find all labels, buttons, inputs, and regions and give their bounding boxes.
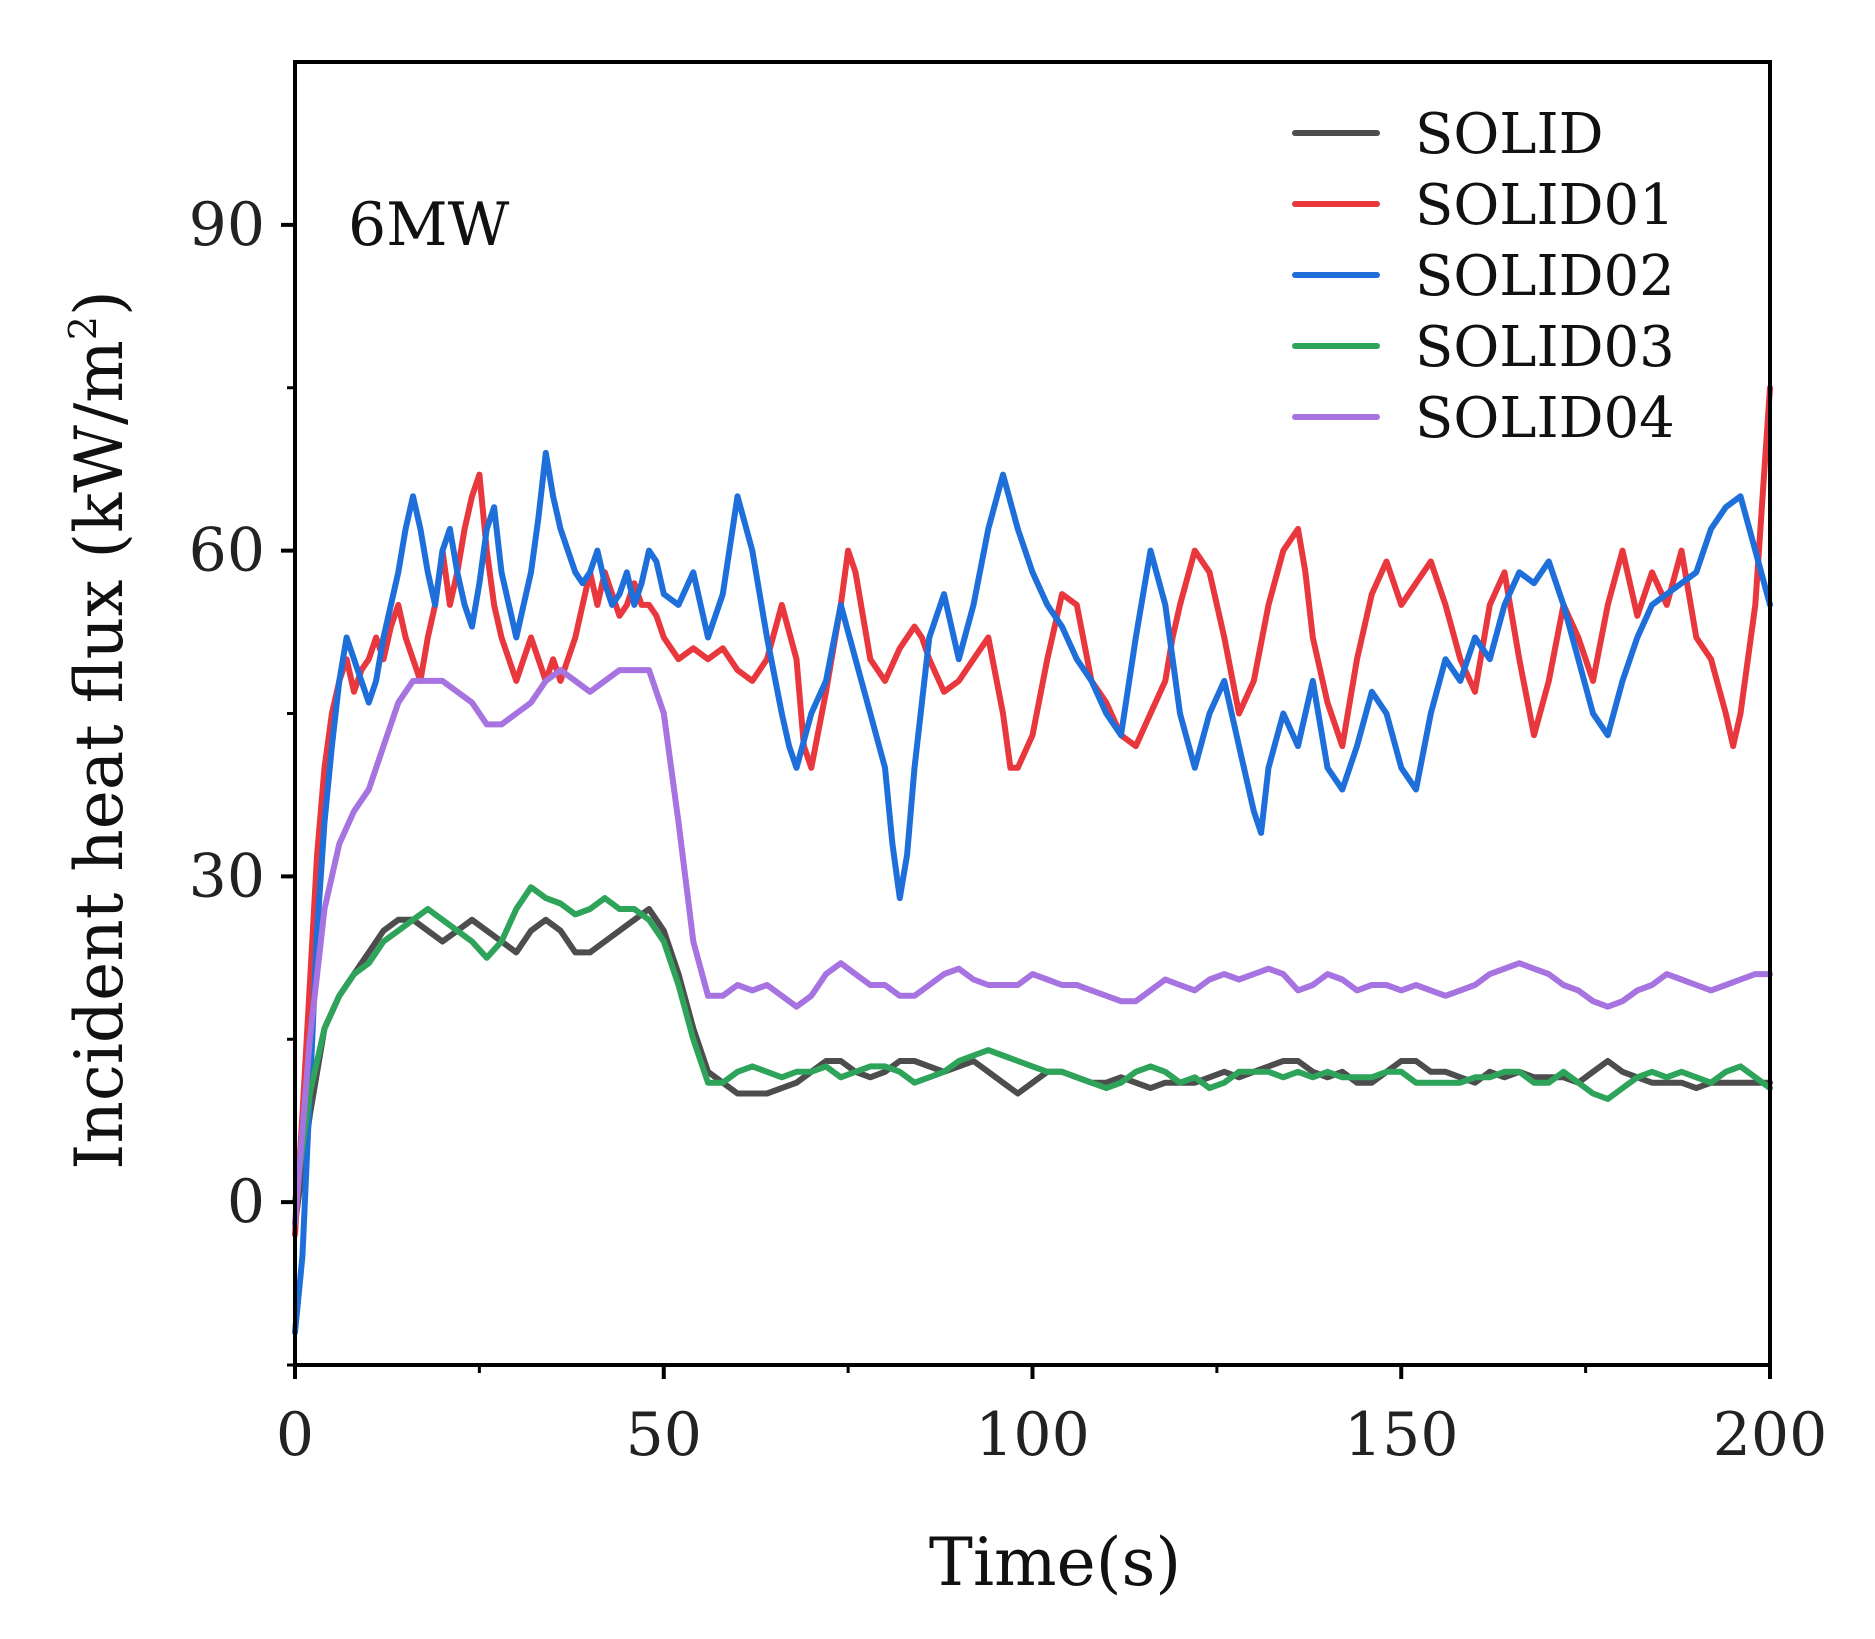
y-tick-label: 60: [189, 516, 265, 586]
series-line-solid02: [292, 449, 1773, 1336]
y-tick-label: 30: [189, 841, 265, 911]
legend-label-solid04: SOLID04: [1415, 386, 1675, 451]
y-axis-title-close: ): [61, 290, 138, 316]
y-tick-label: 90: [189, 190, 265, 260]
x-tick-label: 200: [1713, 1400, 1828, 1470]
x-tick-label: 0: [276, 1400, 314, 1470]
legend-label-solid02: SOLID02: [1415, 244, 1675, 309]
legend-label-solid: SOLID: [1415, 102, 1603, 167]
annotation-label: 6MW: [348, 190, 510, 260]
series-line-solid01: [292, 384, 1773, 1238]
y-tick-label: 0: [227, 1167, 265, 1237]
y-axis-title: Incident heat flux (kW/m2): [61, 290, 138, 1169]
series-line-solid04: [292, 667, 1773, 1227]
x-tick-label: 100: [975, 1400, 1090, 1470]
y-axis-title-sup: 2: [61, 316, 105, 340]
x-tick-label: 150: [1344, 1400, 1459, 1470]
ticks-layer: 0 50 100 150 200 0 30 60 90: [189, 190, 1828, 1470]
y-axis-title-main: Incident heat flux (kW/m: [61, 340, 138, 1170]
legend-label-solid03: SOLID03: [1415, 315, 1675, 380]
x-axis-title: Time(s): [929, 1524, 1181, 1601]
series-layer: [292, 384, 1773, 1336]
x-tick-label: 50: [626, 1400, 702, 1470]
series-line-solid03: [292, 884, 1773, 1206]
legend-label-solid01: SOLID01: [1415, 173, 1675, 238]
